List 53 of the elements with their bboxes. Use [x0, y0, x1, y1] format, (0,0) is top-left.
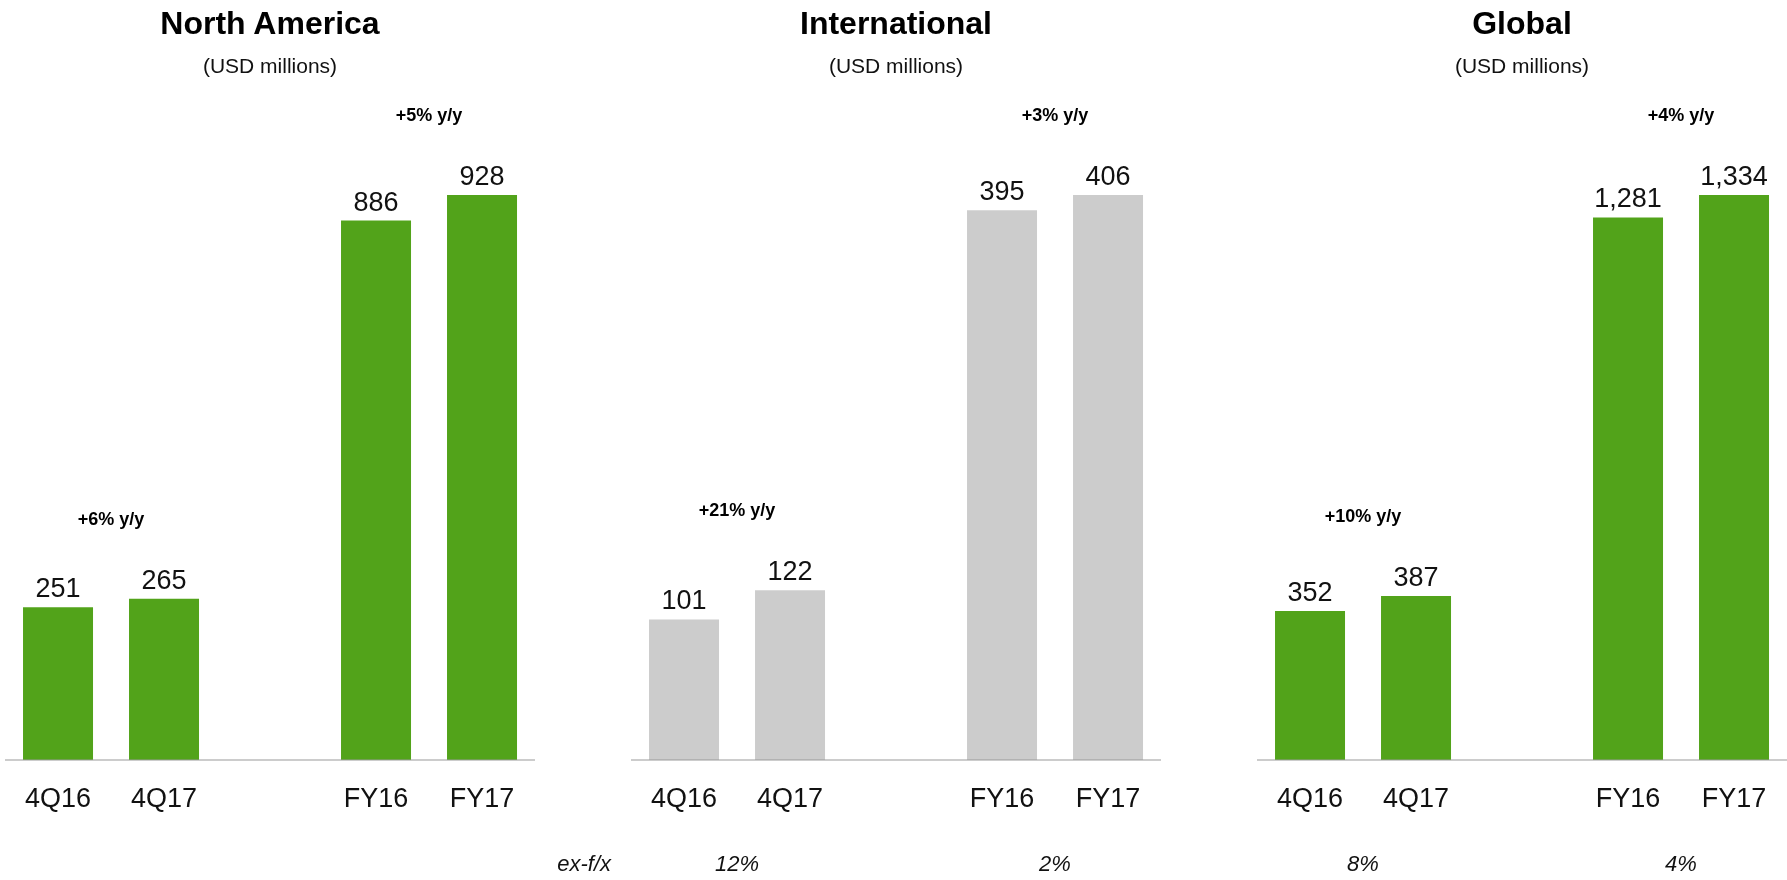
bar	[967, 210, 1038, 760]
chart-title: North America	[159, 4, 381, 42]
text: +3% y/y	[1020, 104, 1090, 127]
text: 4%	[1664, 850, 1698, 878]
bar	[1699, 195, 1770, 760]
data-label: 101	[661, 585, 707, 616]
chart-subtitle: (USD millions)	[827, 53, 965, 79]
x-tick-label: FY17	[1701, 783, 1767, 814]
annotation: +21% y/y	[697, 499, 777, 523]
text: 12%	[713, 850, 760, 878]
data-label: 352	[1287, 576, 1333, 607]
data-label: 251	[35, 573, 81, 604]
data-label: 406	[1085, 161, 1131, 191]
x-tick-label: FY17	[449, 783, 515, 814]
x-tick-label: 4Q16	[650, 783, 718, 814]
data-label: 1,281	[1594, 183, 1662, 214]
bar	[129, 598, 200, 760]
text: 2%	[1038, 850, 1072, 878]
data-label: 928	[459, 161, 505, 191]
x-tick-label: FY16	[969, 783, 1035, 814]
chart-title: International	[799, 4, 993, 42]
bar	[649, 619, 720, 760]
bar	[23, 607, 94, 760]
x-tick-label: FY17	[1075, 783, 1141, 814]
bar	[1275, 610, 1346, 760]
data-label: 122	[767, 556, 813, 587]
data-label: 265	[141, 564, 187, 595]
annotation: +10% y/y	[1323, 505, 1403, 529]
x-tick-label: 4Q17	[756, 783, 824, 814]
text: 8%	[1346, 850, 1380, 878]
x-tick-label: 4Q17	[1382, 783, 1450, 814]
bar	[1381, 596, 1452, 760]
data-label: 886	[353, 186, 399, 217]
text: ex-f/x	[556, 850, 611, 878]
x-tick-label: 4Q17	[130, 783, 198, 814]
chart-subtitle: (USD millions)	[1453, 53, 1591, 79]
x-tick-label: 4Q16	[24, 783, 92, 814]
bar	[1073, 195, 1144, 760]
data-label: 1,334	[1700, 161, 1768, 191]
x-tick-label: FY16	[1595, 783, 1661, 814]
data-label: 387	[1393, 562, 1439, 593]
chart-subtitle: (USD millions)	[201, 53, 339, 79]
text: +5% y/y	[394, 104, 464, 127]
annotation: +6% y/y	[76, 507, 146, 531]
x-tick-label: 4Q16	[1276, 783, 1344, 814]
bar	[755, 590, 826, 760]
x-tick-label: FY16	[343, 783, 409, 814]
bar	[341, 220, 412, 760]
text: +4% y/y	[1646, 104, 1716, 127]
data-label: 395	[979, 176, 1025, 207]
bar	[447, 195, 518, 760]
chart-title: Global	[1471, 4, 1573, 42]
bar	[1593, 217, 1664, 760]
